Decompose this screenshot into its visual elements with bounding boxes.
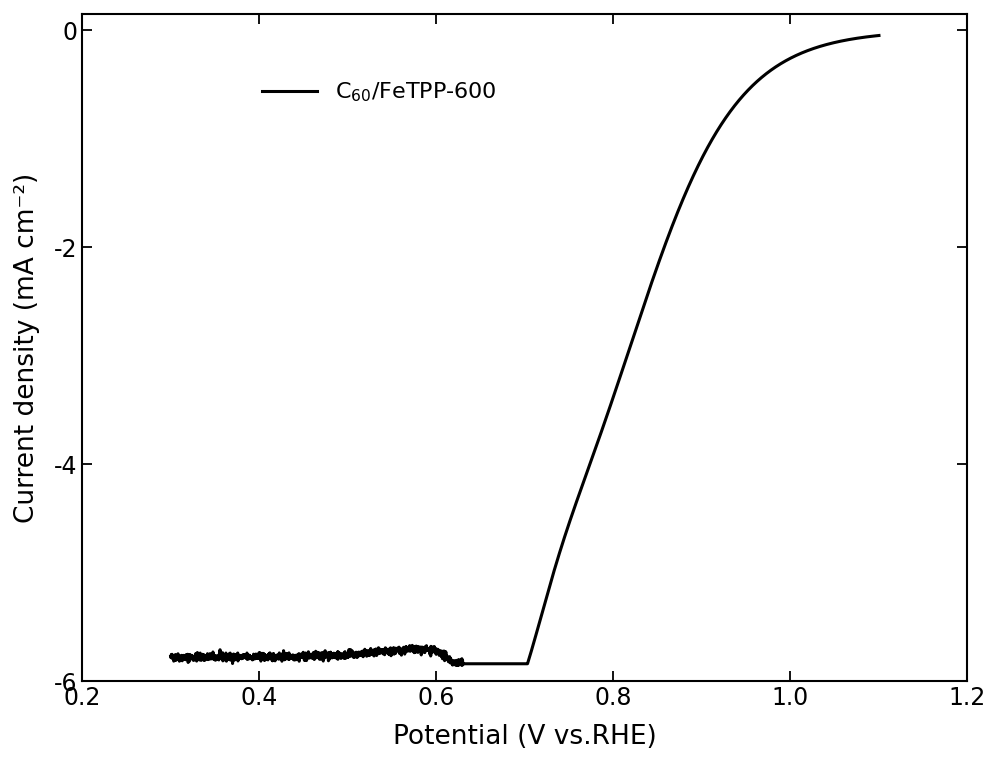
X-axis label: Potential (V vs.RHE): Potential (V vs.RHE) bbox=[393, 724, 657, 750]
Legend: C$_{60}$/FeTPP-600: C$_{60}$/FeTPP-600 bbox=[253, 72, 505, 113]
Y-axis label: Current density (mA cm⁻²): Current density (mA cm⁻²) bbox=[14, 173, 40, 523]
